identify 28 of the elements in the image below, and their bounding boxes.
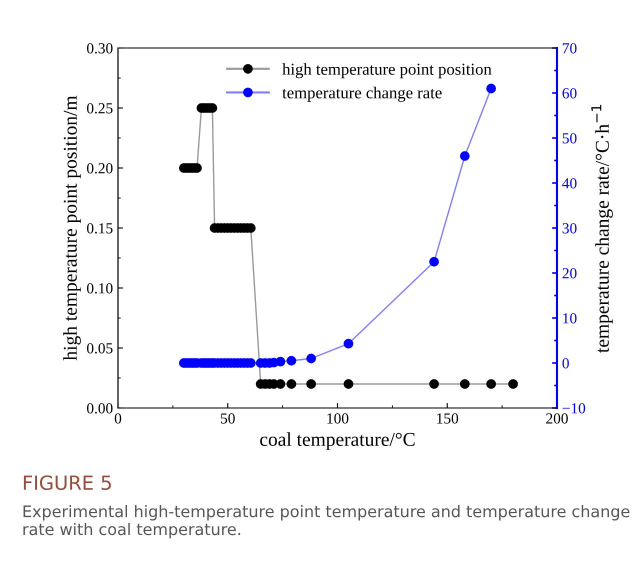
text: Experimental high-temperature point temperature and temperature change rate with coal temperature. <box>23 505 630 538</box>
y2-tick-label: 70 <box>562 43 577 54</box>
x-tick-label: 50 <box>221 413 235 424</box>
y2-axis-title: temperature change rate/°C·h$^{−1}$ <box>591 104 613 353</box>
y2-tick-label: 50 <box>562 133 577 144</box>
y2-tick-label: 60 <box>562 88 577 98</box>
y2-tick-label: 0 <box>562 358 569 368</box>
y-tick-label: 0.00 <box>86 403 113 414</box>
y-tick-label: 0.30 <box>86 43 113 54</box>
y-tick-label: 0.05 <box>86 343 113 354</box>
legend-label: temperature change rate <box>282 86 442 102</box>
y2-tick-label: 40 <box>562 178 577 188</box>
y-tick-label: 0.25 <box>86 103 113 114</box>
caption: FIGURE 5 <box>24 475 111 490</box>
y-tick-label: 0.20 <box>86 163 113 174</box>
y-tick-label: 0.10 <box>86 283 113 294</box>
y2-tick-label: 20 <box>562 268 577 278</box>
y2-tick-label: −10 <box>562 403 586 414</box>
y-tick-label: 0.15 <box>86 223 113 234</box>
x-tick-label: 200 <box>546 413 568 424</box>
y2-tick-label: 10 <box>563 313 577 324</box>
x-axis-title: coal temperature/°C <box>260 432 415 450</box>
legend-label: high temperature point position <box>282 63 492 78</box>
x-tick-label: 100 <box>327 413 348 424</box>
x-tick-label: 0 <box>114 413 122 424</box>
y-axis-title: high temperature point position/m <box>63 96 81 360</box>
y2-tick-label: 30 <box>562 223 577 234</box>
x-tick-label: 150 <box>437 413 458 424</box>
